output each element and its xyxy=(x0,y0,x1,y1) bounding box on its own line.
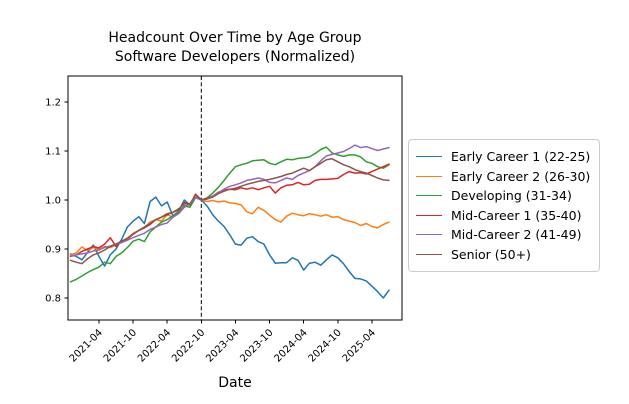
legend-item: Mid-Career 1 (35-40) xyxy=(416,206,591,226)
legend-label: Mid-Career 1 (35-40) xyxy=(451,207,582,223)
legend-label: Senior (50+) xyxy=(451,246,531,262)
legend-label: Early Career 2 (26-30) xyxy=(451,168,591,184)
x-tick-label: 2022-04 xyxy=(136,327,173,364)
legend-item: Senior (50+) xyxy=(416,245,591,265)
legend-line-swatch xyxy=(416,175,442,177)
legend-label: Developing (31-34) xyxy=(451,188,572,204)
y-tick-label: 1.0 xyxy=(45,196,61,207)
x-tick-label: 2024-04 xyxy=(272,327,309,364)
x-tick-label: 2023-04 xyxy=(204,327,241,364)
series-line-mid-career-2-41-49 xyxy=(69,144,390,257)
legend-label: Mid-Career 2 (41-49) xyxy=(451,227,582,243)
y-tick-label: 0.8 xyxy=(45,294,61,305)
x-tick-label: 2022-10 xyxy=(170,327,207,364)
legend-line-swatch xyxy=(416,156,442,158)
chart-title: Headcount Over Time by Age Group Softwar… xyxy=(68,29,402,67)
legend-item: Early Career 1 (22-25) xyxy=(416,147,591,167)
legend-line-swatch xyxy=(416,214,442,216)
legend-item: Mid-Career 2 (41-49) xyxy=(416,225,591,245)
x-axis-label: Date xyxy=(218,375,252,391)
chart-title-line2: Software Developers (Normalized) xyxy=(114,49,356,65)
legend-line-swatch xyxy=(416,234,442,236)
legend-item: Early Career 2 (26-30) xyxy=(416,167,591,187)
legend-line-swatch xyxy=(416,253,442,255)
x-tick-label: 2024-10 xyxy=(307,327,344,364)
series-line-developing-31-34 xyxy=(69,146,390,283)
legend-line-swatch xyxy=(416,195,442,197)
legend: Early Career 1 (22-25) Early Career 2 (26… xyxy=(408,139,600,272)
series-line-early-career-1-22-25 xyxy=(69,193,390,299)
y-tick-label: 0.9 xyxy=(45,245,61,256)
x-tick-label: 2021-10 xyxy=(102,327,139,364)
y-tick-label: 1.2 xyxy=(45,98,61,109)
legend-label: Early Career 1 (22-25) xyxy=(451,149,591,165)
axes-frame xyxy=(67,75,403,321)
series-line-senior-50 xyxy=(69,158,390,265)
chart-title-line1: Headcount Over Time by Age Group xyxy=(108,30,362,46)
x-tick-label: 2025-04 xyxy=(341,327,378,364)
x-tick-label: 2021-04 xyxy=(68,327,105,364)
legend-item: Developing (31-34) xyxy=(416,186,591,206)
y-tick-label: 1.1 xyxy=(45,147,61,158)
x-tick-label: 2023-10 xyxy=(238,327,275,364)
